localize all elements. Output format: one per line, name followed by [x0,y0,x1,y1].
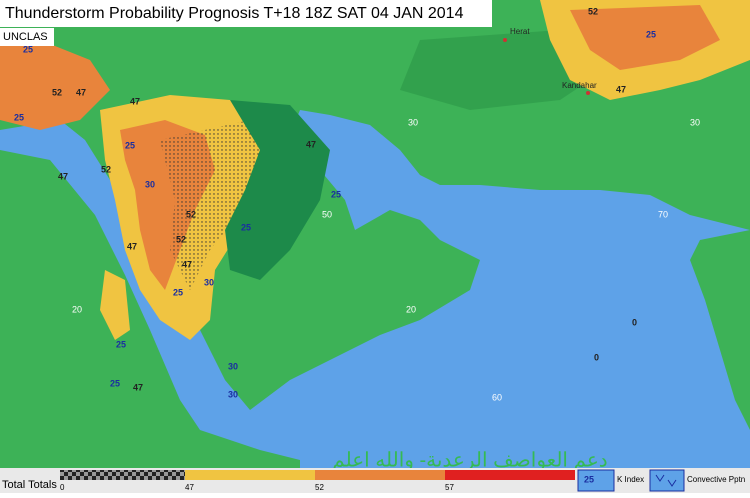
storm-dots [160,120,275,290]
grid-label: 20 [72,304,82,314]
contour-label: 52 [101,164,111,174]
contour-label: 0 [594,352,599,362]
legend-scale-title: Total Totals [2,479,57,491]
k-index-sample: 25 [584,474,594,484]
contour-label: 25 [23,44,33,54]
legend-segment [185,470,315,480]
contour-label: 47 [58,171,68,181]
contour-label: 0 [632,317,637,327]
k-index-label: K Index [617,475,644,484]
storm-top-right-orange [570,5,720,70]
contour-label: 25 [125,140,135,150]
contour-label: 25 [110,378,120,388]
legend-tick: 57 [445,483,454,492]
contour-label: 30 [204,277,214,287]
contour-label: 47 [616,84,626,94]
contour-label: 47 [133,382,143,392]
contour-label: 25 [116,339,126,349]
legend-segment [315,470,445,480]
convective-label: Convective Pptn [687,475,745,484]
grid-label: 20 [406,304,416,314]
contour-label: 25 [173,287,183,297]
contour-label: 47 [127,241,137,251]
contour-label: 25 [331,189,341,199]
grid-label: 30 [408,117,418,127]
convective-swatch [649,469,685,492]
contour-label: 47 [306,139,316,149]
contour-label: 30 [145,179,155,189]
watermark: دعم العواصف الرعدية- والله اعلم [332,449,607,471]
grid-label: 60 [492,392,502,402]
city-dot [503,38,507,42]
title-box [0,0,492,27]
contour-label: 30 [228,361,238,371]
contour-label: 47 [76,87,86,97]
storm-top-left [0,30,110,130]
contour-label: 30 [228,389,238,399]
land-india [690,230,750,430]
legend-segment [445,470,575,480]
contour-label: 25 [646,29,656,39]
contour-label: 25 [14,112,24,122]
city-dot [586,91,590,95]
legend-tick: 47 [185,483,194,492]
legend-tick: 52 [315,483,324,492]
contour-label: 52 [176,234,186,244]
storm-green [225,100,330,280]
contour-labels: 52 25 25 52 47 25 47 25 52 30 52 47 52 2… [14,6,656,399]
city-label: Herat [510,27,530,36]
contour-label: 47 [130,96,140,106]
k-index-swatch [577,469,615,492]
classification: UNCLAS [3,31,48,43]
classification-box [0,28,54,46]
contour-label: 25 [241,222,251,232]
legend-tick: 0 [60,483,65,492]
grid-label: 30 [690,117,700,127]
legend-segment [60,470,185,480]
title: Thunderstorm Probability Prognosis T+18 … [5,5,464,22]
city-label: Kandahar [562,81,597,90]
grid-label: 70 [658,209,668,219]
land-africa [0,150,300,468]
storm-yellow-south [100,270,130,340]
contour-label: 52 [52,87,62,97]
contour-label: 47 [182,259,192,269]
contour-label: 52 [186,209,196,219]
contour-label: 52 [588,6,598,16]
grid-label: 50 [322,209,332,219]
convective-symbol [655,474,677,487]
